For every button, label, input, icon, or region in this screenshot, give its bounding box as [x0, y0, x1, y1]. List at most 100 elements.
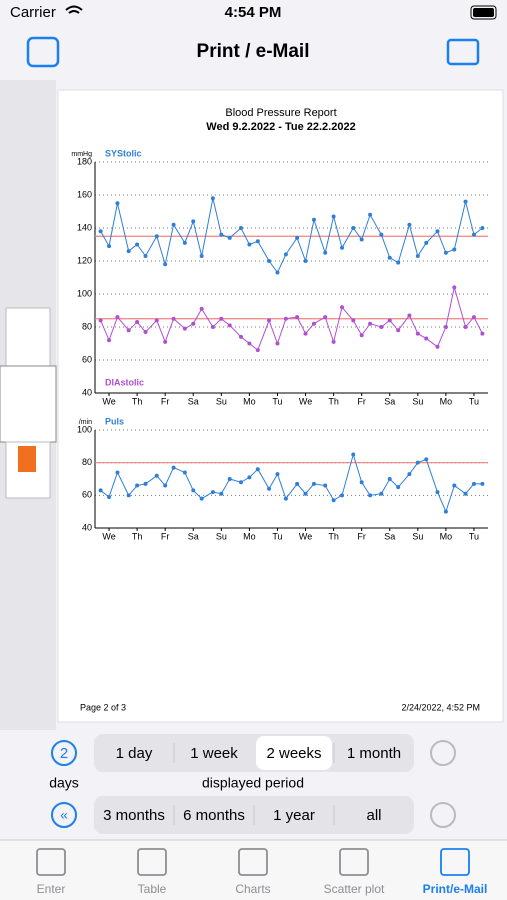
days-button[interactable] — [51, 740, 77, 766]
tab-label[interactable]: Print/e-Mail — [423, 882, 488, 896]
data-point — [396, 328, 401, 333]
data-point — [98, 488, 103, 493]
data-point — [359, 480, 364, 485]
data-point — [283, 252, 288, 257]
data-point — [135, 242, 140, 247]
x-tick-label: We — [102, 396, 115, 406]
data-point — [283, 496, 288, 501]
x-tick-label: Th — [132, 531, 143, 541]
print-date: 2/24/2022, 4:52 PM — [401, 702, 480, 712]
data-point — [255, 239, 260, 244]
data-point — [396, 260, 401, 265]
y-tick-label: 100 — [77, 424, 92, 434]
data-point — [424, 457, 429, 462]
data-point — [182, 470, 187, 475]
segment-label[interactable]: 6 months — [183, 807, 245, 824]
data-point — [247, 475, 252, 480]
reset-button[interactable] — [51, 802, 77, 828]
data-point — [219, 316, 224, 321]
segment-label[interactable]: all — [366, 807, 381, 824]
y-tick-label: 180 — [77, 156, 92, 166]
data-point — [98, 229, 103, 234]
tab-label[interactable]: Scatter plot — [324, 882, 385, 896]
refresh-button[interactable] — [430, 802, 456, 828]
segment-label[interactable]: 1 year — [273, 807, 315, 824]
data-point — [171, 316, 176, 321]
data-point — [424, 336, 429, 341]
data-point — [311, 321, 316, 326]
data-point — [387, 318, 392, 323]
y-tick-label: 60 — [82, 354, 92, 364]
refresh-button[interactable] — [430, 740, 456, 766]
data-point — [154, 473, 159, 478]
segment-label[interactable]: 1 week — [190, 745, 238, 762]
data-point — [283, 316, 288, 321]
data-point — [443, 250, 448, 255]
clock: 4:54 PM — [225, 4, 282, 21]
segment-selected[interactable] — [256, 736, 332, 770]
x-tick-label: Sa — [188, 531, 199, 541]
x-tick-label: Fr — [357, 531, 366, 541]
x-tick-label: We — [299, 531, 312, 541]
data-point — [210, 490, 215, 495]
x-tick-label: Tu — [469, 396, 479, 406]
legend-label: Puls — [105, 416, 124, 426]
data-point — [107, 338, 112, 343]
segment-label[interactable]: 3 months — [103, 807, 165, 824]
segment-label[interactable]: 2 weeks — [266, 745, 321, 762]
y-tick-label: 120 — [77, 255, 92, 265]
x-tick-label: Sa — [384, 531, 395, 541]
data-point — [163, 483, 168, 488]
data-point — [379, 491, 384, 496]
print-button[interactable] — [26, 36, 60, 68]
data-point — [303, 331, 308, 336]
x-tick-label: Su — [216, 531, 227, 541]
data-point — [435, 229, 440, 234]
segment-label[interactable]: 1 month — [347, 745, 401, 762]
data-point — [368, 493, 373, 498]
tab-icon[interactable] — [238, 848, 268, 876]
tab-icon[interactable] — [137, 848, 167, 876]
y-tick-label: 40 — [82, 387, 92, 397]
data-point — [163, 339, 168, 344]
data-point — [199, 306, 204, 311]
tab-icon[interactable] — [339, 848, 369, 876]
tab-label[interactable]: Table — [138, 882, 167, 896]
reset-icon: « — [60, 807, 68, 823]
data-point — [238, 226, 243, 230]
segment-label[interactable]: 1 day — [116, 745, 153, 762]
tab-label[interactable]: Enter — [37, 882, 66, 896]
thumbnail-page[interactable] — [5, 307, 51, 367]
y-tick-label: 140 — [77, 222, 92, 232]
x-tick-label: We — [299, 396, 312, 406]
y-tick-label: 100 — [77, 288, 92, 298]
data-point — [480, 226, 485, 230]
data-point — [480, 331, 485, 336]
legend-label: SYStolic — [105, 148, 142, 158]
data-point — [435, 490, 440, 495]
tab-icon[interactable] — [36, 848, 66, 876]
data-point — [452, 247, 457, 252]
x-tick-label: Fr — [161, 531, 170, 541]
data-point — [387, 255, 392, 260]
data-point — [143, 329, 148, 334]
thumbnail-page-selected[interactable] — [0, 365, 57, 443]
data-point — [227, 477, 232, 481]
data-point — [191, 488, 196, 493]
tab-label[interactable]: Charts — [235, 882, 270, 896]
data-point — [415, 254, 420, 259]
data-point — [323, 250, 328, 255]
data-point — [126, 328, 131, 333]
report-page — [57, 89, 504, 723]
x-tick-label: Tu — [469, 531, 479, 541]
data-point — [407, 472, 412, 477]
tab-icon[interactable] — [440, 848, 470, 876]
data-point — [115, 470, 120, 475]
data-point — [407, 222, 412, 227]
x-tick-label: Mo — [243, 531, 256, 541]
data-point — [143, 481, 148, 486]
mail-button[interactable] — [446, 38, 480, 66]
data-point — [311, 217, 316, 222]
data-point — [135, 320, 140, 325]
